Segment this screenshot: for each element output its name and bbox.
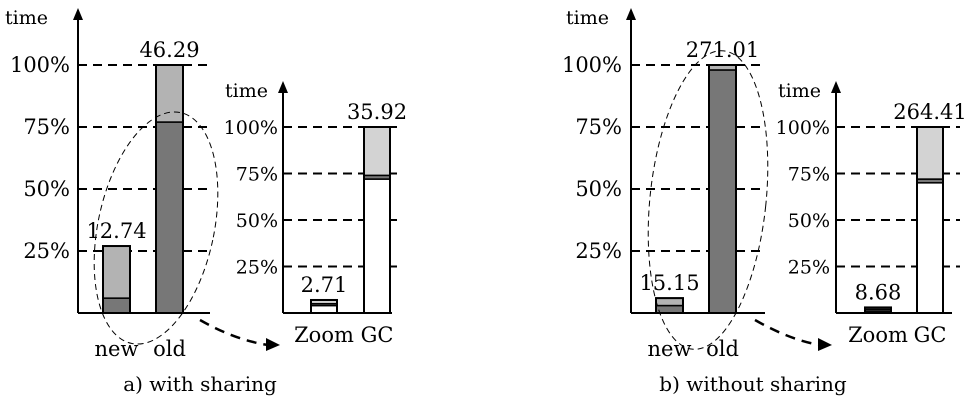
bar-outline <box>864 306 892 315</box>
bar-segment-light <box>655 297 684 307</box>
category-label: old <box>706 337 739 361</box>
bar-segment-dark <box>655 304 684 314</box>
y-tick-label: 75% <box>236 164 278 186</box>
bar-segment-light <box>102 245 131 299</box>
category-label: Zoom <box>848 323 908 347</box>
bar-total-label: 8.68 <box>855 280 902 304</box>
bar-outline <box>916 126 944 314</box>
bar-outline <box>363 126 391 314</box>
y-axis-arrow <box>73 8 83 20</box>
bar-segment-white <box>363 178 391 314</box>
y-axis-arrow <box>626 8 636 20</box>
bar-segment-dark <box>708 69 737 314</box>
category-label: new <box>648 337 692 361</box>
bar-segment-dark <box>155 121 184 314</box>
bar-total-label: 264.41 <box>893 100 965 124</box>
bar-total-label: 2.71 <box>301 273 348 297</box>
bar-segment-white <box>916 182 944 314</box>
zoom-arrow-head <box>266 338 280 351</box>
bar-outline <box>708 64 737 314</box>
y-axis-label: time <box>5 7 48 29</box>
panel-caption: a) with sharing <box>123 372 277 396</box>
y-tick-label: 75% <box>575 115 622 139</box>
bar-segment-light <box>916 126 944 180</box>
y-axis-label: time <box>778 80 821 102</box>
panel-caption: b) without sharing <box>659 372 847 396</box>
zoom-arrow <box>199 318 269 347</box>
category-label: GC <box>361 323 394 347</box>
y-tick-label: 100% <box>224 117 278 139</box>
y-tick-label: 75% <box>788 164 830 186</box>
bar-outline <box>155 64 184 314</box>
y-tick-label: 100% <box>10 53 70 77</box>
bar-outline <box>102 245 131 314</box>
y-tick-label: 100% <box>562 53 622 77</box>
y-axis-arrow <box>278 81 288 93</box>
bar-segment-dark <box>102 297 131 314</box>
bar-total-label: 271.01 <box>686 38 759 62</box>
y-tick-label: 25% <box>23 239 70 263</box>
bar-outline <box>655 297 684 314</box>
y-axis-label: time <box>566 7 609 29</box>
bar-total-label: 35.92 <box>347 100 407 124</box>
y-tick-label: 25% <box>236 257 278 279</box>
bar-segment-light <box>155 64 184 123</box>
y-tick-label: 50% <box>788 210 830 232</box>
y-tick-label: 25% <box>575 239 622 263</box>
category-label: new <box>95 337 139 361</box>
bar-outline <box>310 298 338 315</box>
y-tick-label: 50% <box>575 177 622 201</box>
bar-segment-light <box>363 126 391 177</box>
zoom-arrow-head <box>818 338 832 351</box>
zoom-arrow <box>754 318 821 347</box>
highlight-ellipse <box>93 111 219 345</box>
category-label: GC <box>914 323 947 347</box>
bar-segment-white <box>310 304 338 314</box>
highlight-ellipse <box>647 50 769 350</box>
category-label: old <box>153 337 186 361</box>
y-tick-label: 100% <box>776 117 830 139</box>
y-tick-label: 50% <box>23 177 70 201</box>
bar-total-label: 12.74 <box>86 219 146 243</box>
y-axis-label: time <box>225 80 268 102</box>
bar-total-label: 46.29 <box>139 38 199 62</box>
y-tick-label: 25% <box>788 257 830 279</box>
y-axis-arrow <box>831 81 841 93</box>
bar-total-label: 15.15 <box>639 271 699 295</box>
y-tick-label: 75% <box>23 115 70 139</box>
category-label: Zoom <box>294 323 354 347</box>
y-tick-label: 50% <box>236 210 278 232</box>
